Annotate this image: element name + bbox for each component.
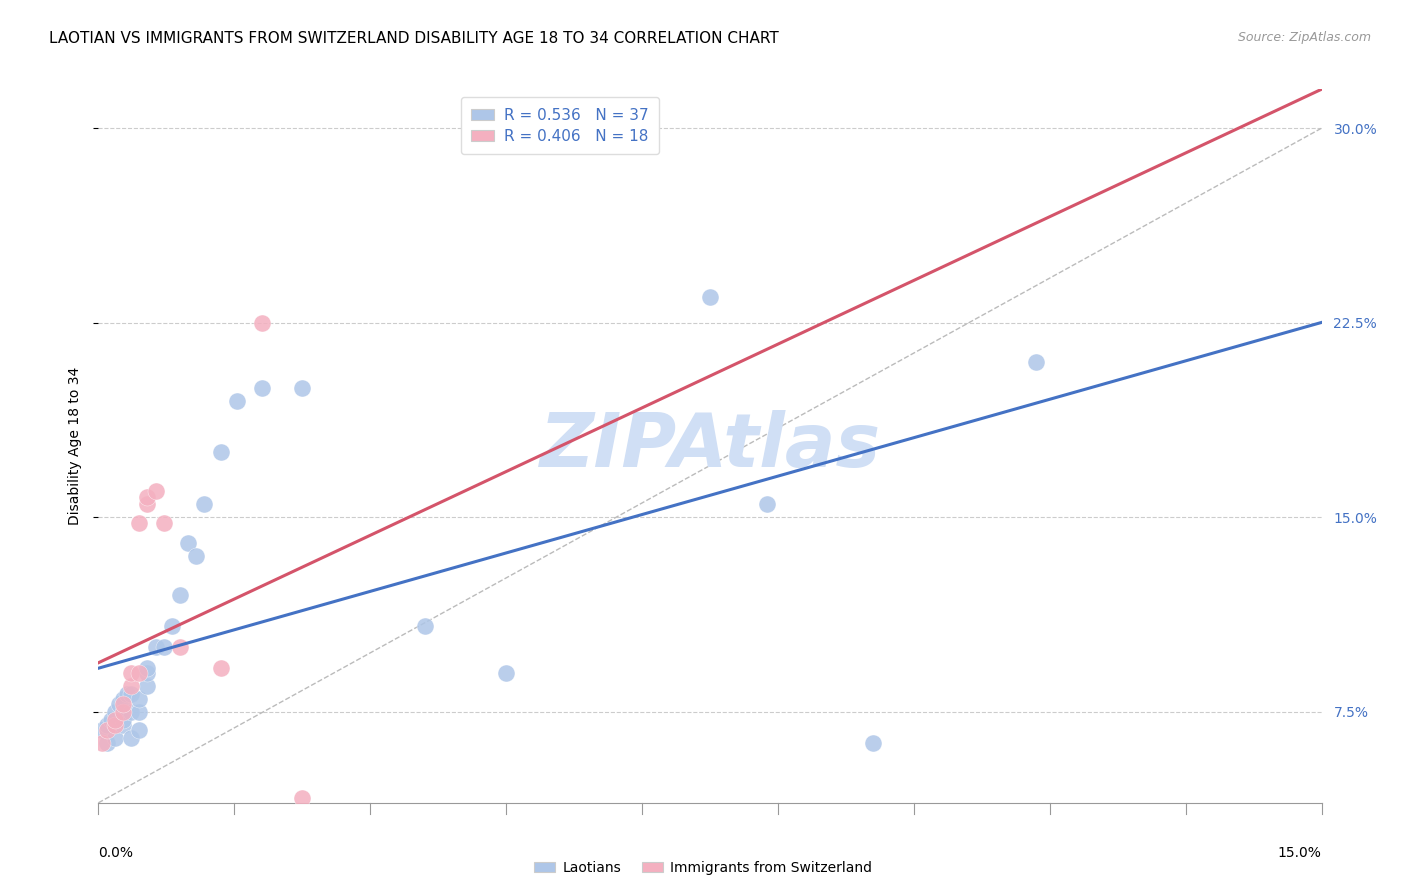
Point xyxy=(756,497,779,511)
Point xyxy=(699,290,721,304)
Point xyxy=(136,497,159,511)
Point xyxy=(160,619,183,633)
Point xyxy=(104,713,127,727)
Point xyxy=(495,666,517,681)
Point xyxy=(209,661,232,675)
Text: 15.0%: 15.0% xyxy=(1278,846,1322,860)
Legend: Laotians, Immigrants from Switzerland: Laotians, Immigrants from Switzerland xyxy=(529,855,877,880)
Text: ZIPAtlas: ZIPAtlas xyxy=(540,409,880,483)
Point xyxy=(291,381,314,395)
Point xyxy=(226,393,249,408)
Point xyxy=(111,705,134,719)
Point xyxy=(108,697,131,711)
Text: Source: ZipAtlas.com: Source: ZipAtlas.com xyxy=(1237,31,1371,45)
Point xyxy=(115,687,138,701)
Point xyxy=(136,666,159,681)
Point xyxy=(111,692,134,706)
Point xyxy=(120,705,142,719)
Point xyxy=(250,316,273,330)
Point xyxy=(120,679,142,693)
Text: LAOTIAN VS IMMIGRANTS FROM SWITZERLAND DISABILITY AGE 18 TO 34 CORRELATION CHART: LAOTIAN VS IMMIGRANTS FROM SWITZERLAND D… xyxy=(49,31,779,46)
Point xyxy=(120,687,142,701)
Point xyxy=(91,736,114,750)
Point xyxy=(96,718,118,732)
Point xyxy=(96,736,118,750)
Point xyxy=(169,588,191,602)
Point xyxy=(152,516,174,530)
Point xyxy=(111,713,134,727)
Point xyxy=(250,381,273,395)
Point xyxy=(862,736,884,750)
Point xyxy=(152,640,174,654)
Point xyxy=(111,697,134,711)
Point xyxy=(186,549,208,564)
Point xyxy=(96,723,118,738)
Point xyxy=(128,666,150,681)
Point xyxy=(413,619,436,633)
Legend: R = 0.536   N = 37, R = 0.406   N = 18: R = 0.536 N = 37, R = 0.406 N = 18 xyxy=(461,97,659,154)
Point xyxy=(177,536,200,550)
Point xyxy=(128,705,150,719)
Point xyxy=(291,790,314,805)
Point xyxy=(100,713,122,727)
Point xyxy=(136,679,159,693)
Point xyxy=(169,640,191,654)
Y-axis label: Disability Age 18 to 34: Disability Age 18 to 34 xyxy=(69,367,83,525)
Point xyxy=(193,497,215,511)
Point xyxy=(111,718,134,732)
Point xyxy=(120,666,142,681)
Point xyxy=(136,661,159,675)
Point xyxy=(120,731,142,745)
Point xyxy=(104,718,127,732)
Point xyxy=(128,692,150,706)
Point xyxy=(91,723,114,738)
Point xyxy=(128,723,150,738)
Point xyxy=(128,516,150,530)
Point xyxy=(1025,354,1047,368)
Text: 0.0%: 0.0% xyxy=(98,846,134,860)
Point xyxy=(145,484,167,499)
Point xyxy=(209,445,232,459)
Point xyxy=(104,705,127,719)
Point xyxy=(145,640,167,654)
Point xyxy=(104,731,127,745)
Point xyxy=(136,490,159,504)
